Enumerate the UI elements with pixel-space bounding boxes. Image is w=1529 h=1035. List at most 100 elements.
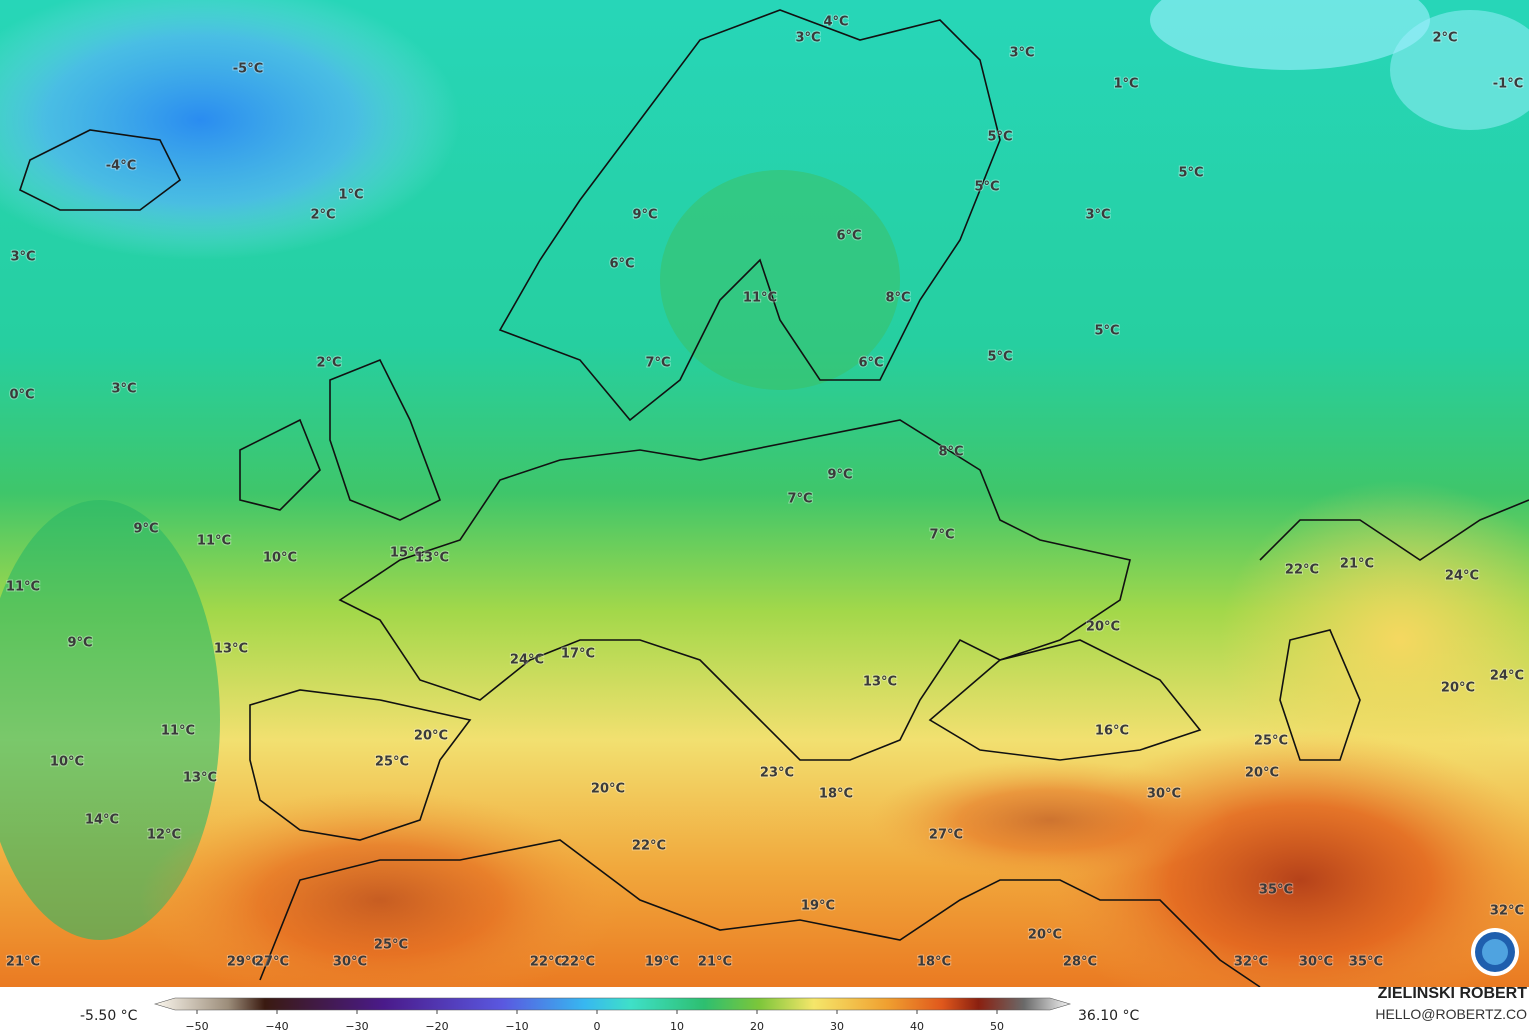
colorbar-tick-label: −50 xyxy=(185,1020,208,1033)
temperature-label: 35°C xyxy=(1349,955,1383,970)
temperature-label: 20°C xyxy=(1028,928,1062,943)
temperature-label: 5°C xyxy=(987,130,1012,145)
temperature-label: 35°C xyxy=(1259,883,1293,898)
temperature-label: 3°C xyxy=(1009,46,1034,61)
temperature-label: 25°C xyxy=(1254,734,1288,749)
temperature-label: 20°C xyxy=(591,782,625,797)
temperature-label: 16°C xyxy=(1095,724,1129,739)
temperature-label: 1°C xyxy=(338,188,363,203)
temperature-label: 5°C xyxy=(974,180,999,195)
colorbar-max: 36.10 °C xyxy=(1078,1008,1140,1024)
colorbar-tick-label: 40 xyxy=(910,1020,924,1033)
temperature-label: 10°C xyxy=(263,551,297,566)
temperature-label: 2°C xyxy=(316,356,341,371)
temperature-label: 15°C xyxy=(390,546,424,561)
temperature-label: 6°C xyxy=(609,257,634,272)
coastlines xyxy=(19,9,1529,988)
temperature-label: 19°C xyxy=(645,955,679,970)
temperature-label: 5°C xyxy=(1094,324,1119,339)
colorbar-tick-label: −30 xyxy=(345,1020,368,1033)
colorbar-tick-label: −10 xyxy=(505,1020,528,1033)
temperature-label: 13°C xyxy=(214,642,248,657)
temperature-label: 25°C xyxy=(375,755,409,770)
temperature-label: 20°C xyxy=(414,729,448,744)
temperature-label: -5°C xyxy=(233,62,263,77)
temperature-label: 3°C xyxy=(111,382,136,397)
temperature-label: 5°C xyxy=(987,350,1012,365)
temperature-label: 8°C xyxy=(938,445,963,460)
temperature-label: 7°C xyxy=(645,356,670,371)
temperature-label: 22°C xyxy=(530,955,564,970)
temperature-label: 17°C xyxy=(561,647,595,662)
colorbar-ticks: −50 −40 −30 −20 −10 0 10 20 30 40 50 xyxy=(185,1010,1004,1033)
noaa-logo xyxy=(1471,928,1519,976)
temperature-label: 22°C xyxy=(632,839,666,854)
temperature-labels: 4°C3°C3°C2°C-5°C1°C -1°C5°C-4°C 5°C1°C5°C9… xyxy=(5,14,1525,971)
credit-name: ZIELINSKI ROBERT xyxy=(1378,985,1528,1002)
temperature-label: 22°C xyxy=(1285,563,1319,578)
temperature-label: 9°C xyxy=(632,208,657,223)
temperature-label: 24°C xyxy=(1490,669,1524,684)
temperature-label: 0°C xyxy=(9,388,34,403)
colorbar-tick-label: 0 xyxy=(594,1020,601,1033)
temperature-label: 3°C xyxy=(1085,208,1110,223)
colorbar-tick-label: −20 xyxy=(425,1020,448,1033)
temperature-label: 28°C xyxy=(1063,955,1097,970)
temperature-label: 24°C xyxy=(510,653,544,668)
temperature-label: 9°C xyxy=(827,468,852,483)
credit-email: HELLO@ROBERTZ.CO xyxy=(1375,1006,1527,1022)
colorbar xyxy=(153,997,1072,1011)
temperature-label: 24°C xyxy=(1445,569,1479,584)
temperature-label: 11°C xyxy=(197,534,231,549)
colorbar-tick-label: 20 xyxy=(750,1020,764,1033)
temperature-label: 22°C xyxy=(561,955,595,970)
colorbar-min: -5.50 °C xyxy=(80,1008,138,1024)
temperature-label: 23°C xyxy=(760,766,794,781)
temperature-label: 9°C xyxy=(67,636,92,651)
temperature-label: 27°C xyxy=(255,955,289,970)
temperature-label: 6°C xyxy=(836,229,861,244)
temperature-label: 14°C xyxy=(85,813,119,828)
colorbar-tick-label: 50 xyxy=(990,1020,1004,1033)
colorbar-tick-label: 30 xyxy=(830,1020,844,1033)
temperature-label: 5°C xyxy=(1178,166,1203,181)
temperature-label: 1°C xyxy=(1113,77,1138,92)
colorbar-tick-label: 10 xyxy=(670,1020,684,1033)
temperature-label: 2°C xyxy=(310,208,335,223)
temperature-label: 30°C xyxy=(1299,955,1333,970)
temperature-label: 6°C xyxy=(858,356,883,371)
temperature-label: 12°C xyxy=(147,828,181,843)
temperature-label: 27°C xyxy=(929,828,963,843)
temperature-label: 20°C xyxy=(1245,766,1279,781)
temperature-label: 21°C xyxy=(698,955,732,970)
temperature-label: 9°C xyxy=(133,522,158,537)
temperature-label: 8°C xyxy=(885,291,910,306)
temperature-label: 11°C xyxy=(743,291,777,306)
temperature-label: 32°C xyxy=(1234,955,1268,970)
temperature-label: 30°C xyxy=(1147,787,1181,802)
temperature-label: 13°C xyxy=(415,551,449,566)
temperature-label: 21°C xyxy=(6,955,40,970)
temperature-label: 10°C xyxy=(50,755,84,770)
temperature-label: 32°C xyxy=(1490,904,1524,919)
temperature-label: 7°C xyxy=(787,492,812,507)
temperature-label: 20°C xyxy=(1441,681,1475,696)
temperature-label: 19°C xyxy=(801,899,835,914)
temperature-label: 25°C xyxy=(374,938,408,953)
temperature-label: 29°C xyxy=(227,955,261,970)
temperature-label: 20°C xyxy=(1086,620,1120,635)
temperature-label: 18°C xyxy=(819,787,853,802)
temperature-label: 18°C xyxy=(917,955,951,970)
temperature-label: 11°C xyxy=(6,580,40,595)
temperature-label: 7°C xyxy=(929,528,954,543)
footer xyxy=(0,987,1529,1035)
temperature-label: 4°C xyxy=(823,15,848,30)
temperature-label: 21°C xyxy=(1340,557,1374,572)
temperature-label: 30°C xyxy=(333,955,367,970)
temperature-label: 3°C xyxy=(10,250,35,265)
colorbar-tick-label: −40 xyxy=(265,1020,288,1033)
temperature-label: -1°C xyxy=(1493,77,1523,92)
temperature-label: 11°C xyxy=(161,724,195,739)
